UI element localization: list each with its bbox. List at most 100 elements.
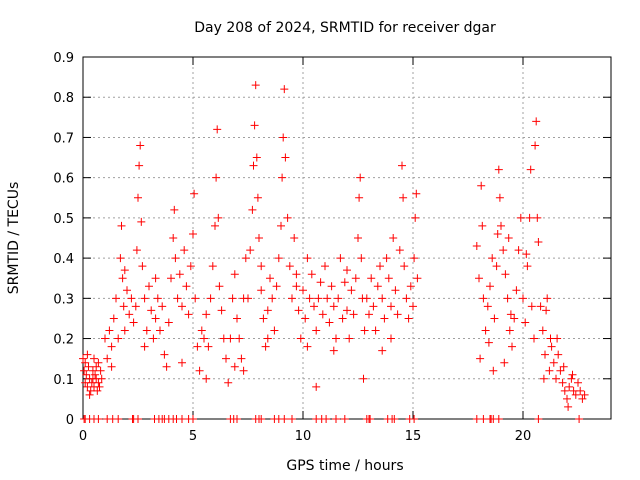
data-point: [486, 282, 494, 291]
data-point: [495, 193, 504, 202]
data-point: [107, 342, 116, 351]
data-point: [301, 314, 310, 323]
data-point: [334, 294, 343, 303]
data-point: [118, 274, 127, 283]
data-points: [79, 81, 589, 423]
data-point: [96, 366, 105, 375]
data-point: [180, 246, 189, 255]
data-point: [578, 394, 587, 403]
data-point: [290, 234, 299, 242]
x-tick-label: 0: [79, 429, 87, 444]
data-point: [253, 193, 262, 202]
data-point: [132, 246, 141, 255]
data-point: [481, 326, 490, 335]
data-point: [391, 286, 400, 295]
data-point: [516, 213, 525, 222]
data-point: [382, 254, 391, 263]
data-point: [255, 234, 263, 242]
data-point: [369, 302, 378, 311]
data-point: [125, 310, 134, 319]
data-point: [472, 242, 481, 251]
y-axis-label: SRMTID / TECUs: [6, 182, 22, 295]
data-point: [367, 274, 376, 283]
zero-data-point: [575, 415, 584, 423]
chart-title: Day 208 of 2024, SRMTID for receiver dga…: [194, 20, 496, 36]
data-point: [80, 366, 89, 375]
data-point: [406, 282, 415, 291]
data-point: [514, 246, 523, 255]
data-point: [476, 354, 485, 363]
data-point: [512, 286, 521, 295]
data-point: [475, 274, 483, 283]
data-point: [347, 286, 356, 295]
data-point: [202, 374, 211, 383]
data-point: [558, 378, 567, 387]
data-point: [277, 221, 285, 230]
data-point: [411, 213, 420, 222]
data-point: [365, 310, 373, 319]
zero-data-point: [134, 415, 142, 423]
data-point: [171, 254, 180, 263]
data-point: [283, 213, 292, 222]
data-point: [281, 153, 290, 162]
data-point: [329, 302, 338, 311]
data-point: [400, 262, 409, 271]
zero-data-point: [257, 415, 266, 423]
data-point: [230, 362, 239, 371]
data-point: [296, 334, 305, 343]
data-point: [85, 390, 94, 399]
data-point: [479, 294, 488, 303]
data-point: [270, 326, 279, 335]
data-point: [101, 334, 109, 343]
data-point: [215, 282, 224, 291]
data-point: [109, 314, 118, 323]
data-point: [539, 374, 548, 383]
data-point: [531, 141, 540, 150]
data-point: [140, 342, 149, 351]
data-point: [499, 246, 508, 255]
data-point: [279, 133, 288, 142]
data-point: [521, 318, 530, 327]
data-point: [90, 354, 98, 363]
data-point: [384, 274, 393, 283]
axis-ticks: 0 0.1 0.2 0.3 0.4 0.5 0.6 0.7 0.8 0.9 0 5 10 15 20: [53, 51, 611, 444]
data-point: [343, 306, 351, 315]
data-point: [213, 125, 222, 134]
data-point: [138, 262, 147, 271]
data-point: [310, 302, 318, 311]
data-point: [222, 354, 230, 363]
data-point: [167, 274, 175, 283]
data-point: [553, 334, 562, 343]
data-point: [376, 262, 384, 271]
data-point: [197, 326, 206, 335]
data-point: [257, 262, 266, 271]
data-point: [378, 346, 387, 355]
data-point: [336, 254, 345, 263]
data-point: [84, 362, 93, 371]
data-point: [554, 350, 563, 359]
data-point: [532, 117, 541, 126]
y-tick-label: 0.4: [53, 252, 74, 267]
data-point: [184, 310, 193, 319]
data-point: [360, 326, 369, 335]
data-point: [259, 314, 268, 323]
data-point: [241, 254, 250, 263]
x-tick-label: 15: [405, 429, 422, 444]
data-point: [504, 234, 513, 242]
data-point: [380, 314, 389, 323]
data-point: [299, 286, 307, 295]
data-point: [343, 266, 351, 275]
data-point: [327, 282, 336, 291]
data-point: [156, 326, 164, 335]
data-point: [91, 370, 100, 379]
data-point: [186, 262, 195, 271]
x-tick-label: 20: [515, 429, 532, 444]
data-point: [399, 193, 408, 202]
data-point: [119, 302, 128, 311]
data-point: [151, 314, 160, 323]
data-point: [83, 350, 92, 359]
data-point: [354, 234, 362, 242]
data-point: [530, 334, 538, 343]
data-point: [103, 354, 112, 363]
data-point: [92, 362, 101, 371]
